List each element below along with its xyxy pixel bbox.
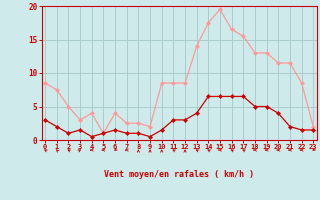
- X-axis label: Vent moyen/en rafales ( km/h ): Vent moyen/en rafales ( km/h ): [104, 170, 254, 179]
